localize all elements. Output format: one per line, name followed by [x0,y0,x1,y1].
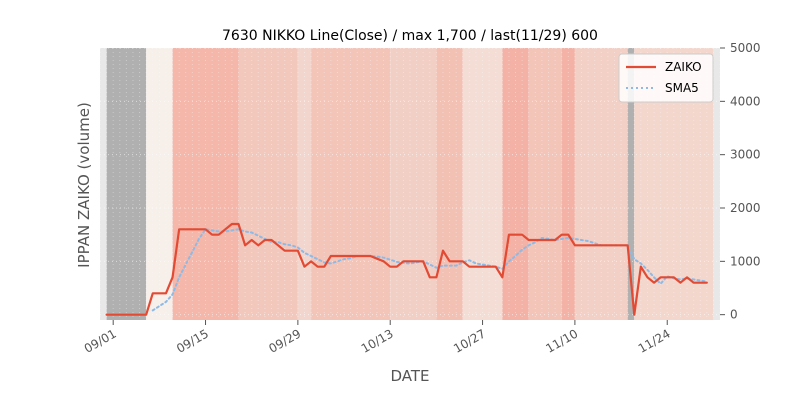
background-band [106,48,147,320]
background-bands [100,48,720,320]
background-band [502,48,529,320]
background-band [462,48,503,320]
y-tick-label: 2000 [730,201,761,215]
background-band [713,48,720,320]
legend: ZAIKO SMA5 [618,53,714,103]
x-tick-label: 09/15 [174,326,211,355]
background-band [627,48,635,320]
y-tick-label: 3000 [730,148,761,162]
background-band [146,48,173,320]
x-tick-label: 11/24 [636,326,673,355]
background-band [238,48,298,320]
legend-sma5-label: SMA5 [665,81,699,95]
grid [99,47,721,320]
background-band [100,48,107,320]
x-tick-label: 10/13 [359,326,396,355]
x-tick-label: 09/29 [266,326,303,355]
background-band [297,48,312,320]
y-axis-ticks: 0 1000 2000 3000 4000 5000 [720,41,761,322]
x-tick-label: 11/10 [543,326,580,355]
y-axis-label: IPPAN ZAIKO (volume) [75,102,93,268]
legend-zaiko-label: ZAIKO [665,60,702,74]
x-axis-ticks: 09/01 09/15 09/29 10/13 10/27 11/10 11/24 [82,320,673,356]
y-tick-label: 4000 [730,94,761,108]
y-tick-label: 5000 [730,41,761,55]
x-tick-label: 09/01 [82,326,119,355]
background-band [561,48,575,320]
background-band [436,48,463,320]
y-tick-label: 1000 [730,254,761,268]
chart-title: 7630 NIKKO Line(Close) / max 1,700 / las… [222,28,598,44]
x-axis-label: DATE [390,367,429,385]
y-tick-label: 0 [730,308,738,322]
background-band [311,48,391,320]
background-band [528,48,562,320]
x-tick-label: 10/27 [451,326,488,355]
series-line-zaiko [105,222,708,316]
background-band [172,48,239,320]
series-lines [105,222,708,316]
